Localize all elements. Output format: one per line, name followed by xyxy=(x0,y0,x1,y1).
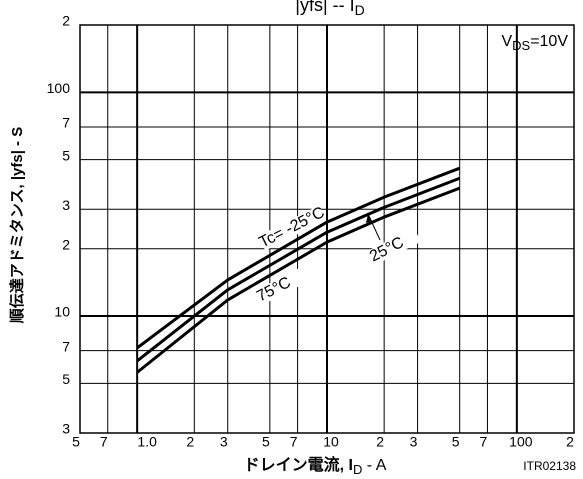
y-tick-label: 10 xyxy=(54,304,70,320)
x-label-text: ドレイン電流, I xyxy=(244,455,353,474)
pointer-head xyxy=(366,214,372,223)
chart-title: |yfs| -- ID xyxy=(295,0,364,18)
title-sub: D xyxy=(355,2,365,18)
x-tick-label: 100 xyxy=(509,434,533,450)
x-label-sub: D xyxy=(353,462,362,477)
x-tick-label: 5 xyxy=(72,434,80,450)
x-tick-label: 3 xyxy=(220,434,228,450)
x-tick-label: 3 xyxy=(410,434,418,450)
y-tick-label: 2 xyxy=(62,13,70,29)
x-label-unit: - A xyxy=(362,457,386,474)
y-axis-label: 順伝達アドミタンス, |yfs| - S xyxy=(8,127,26,324)
x-axis-label: ドレイン電流, ID - A xyxy=(244,455,387,477)
figure-id: ITR02138 xyxy=(523,459,576,473)
legend-bg xyxy=(353,227,421,273)
y-tick-label: 7 xyxy=(62,338,70,354)
curve xyxy=(136,166,461,350)
y-tick-label: 5 xyxy=(62,147,70,163)
x-tick-label: 7 xyxy=(290,434,298,450)
y-tick-label: 5 xyxy=(62,371,70,387)
legend-bg xyxy=(258,205,326,251)
x-tick-label: 2 xyxy=(186,434,194,450)
x-tick-label: 5 xyxy=(262,434,270,450)
x-tick-label: 1.0 xyxy=(137,434,157,450)
title-text: |yfs| -- I xyxy=(295,0,354,15)
y-tick-label: 3 xyxy=(62,197,70,213)
y-tick-label: 3 xyxy=(62,421,70,437)
x-tick-label: 2 xyxy=(566,434,574,450)
annotation: VDS=10V xyxy=(501,33,568,53)
y-tick-label: 2 xyxy=(62,236,70,252)
plot-frame xyxy=(79,24,575,434)
y-tick-label: 7 xyxy=(62,115,70,131)
legend-bg xyxy=(240,267,308,313)
x-tick-label: 7 xyxy=(100,434,108,450)
x-tick-label: 10 xyxy=(323,434,339,450)
curve xyxy=(136,176,461,363)
y-tick-label: 100 xyxy=(47,80,71,96)
annotation-sub: DS xyxy=(512,38,530,53)
annotation-pre: V xyxy=(501,33,512,50)
curve xyxy=(136,186,461,374)
x-tick-label: 5 xyxy=(452,434,460,450)
x-tick-label: 7 xyxy=(480,434,488,450)
x-tick-label: 2 xyxy=(376,434,384,450)
annotation-post: =10V xyxy=(530,33,568,50)
